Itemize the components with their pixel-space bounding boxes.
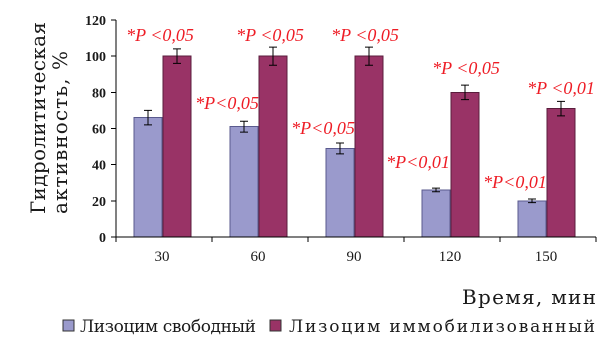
bar-immobilized-120 — [450, 91, 480, 238]
x-axis-ticks: 30 60 90 120 150 — [115, 237, 597, 265]
error-bar-free-90 — [336, 142, 344, 155]
significance-label-immobilized-120: *P <0,05 — [432, 58, 500, 78]
error-bars — [144, 46, 565, 204]
y-tick-label-60: 60 — [92, 123, 106, 138]
legend-swatch-immobilized — [269, 319, 282, 332]
x-tick-label-90: 90 — [347, 249, 362, 265]
error-bar-immobilized-30 — [173, 48, 181, 64]
y-tick-label-20: 20 — [92, 195, 106, 210]
significance-label-immobilized-30: *P <0,05 — [126, 25, 194, 45]
y-tick-label-40: 40 — [92, 159, 106, 174]
significance-label-immobilized-150: *P <0,01 — [527, 78, 595, 98]
significance-label-free-90: *P<0,05 — [291, 118, 355, 138]
x-tick-label-120: 120 — [439, 249, 462, 265]
significance-label-free-150: *P<0,01 — [483, 172, 547, 192]
y-tick-label-0: 0 — [99, 231, 106, 246]
y-tick-label-100: 100 — [85, 50, 106, 65]
y-axis-title-line-1: Гидролитическая — [26, 22, 50, 214]
bar-free-120 — [421, 189, 451, 238]
error-bar-free-120 — [432, 187, 440, 193]
error-bar-free-150 — [528, 198, 536, 204]
x-axis-title: Время, мин — [462, 285, 596, 309]
error-bar-immobilized-60 — [269, 46, 277, 66]
x-tick-label-60: 60 — [251, 249, 266, 265]
bar-immobilized-30 — [162, 55, 192, 238]
y-axis-ticks: 0 20 40 60 80 100 120 — [85, 14, 116, 246]
bar-immobilized-90 — [354, 55, 384, 238]
error-bar-immobilized-90 — [365, 46, 373, 66]
bar-free-90 — [325, 147, 355, 238]
bar-free-150 — [517, 200, 547, 238]
legend-swatch-free — [62, 319, 75, 332]
legend-label-immobilized: Лизоцим иммобилизованный — [289, 317, 595, 337]
legend: Лизоцим свободный Лизоцим иммобилизованн… — [62, 317, 595, 337]
error-bar-free-60 — [240, 120, 248, 133]
y-tick-label-120: 120 — [85, 14, 106, 29]
error-bar-immobilized-120 — [461, 84, 469, 101]
significance-label-immobilized-60: *P <0,05 — [236, 25, 304, 45]
bar-immobilized-150 — [546, 108, 576, 238]
significance-label-free-60: *P<0,05 — [195, 93, 259, 113]
error-bar-immobilized-150 — [557, 100, 565, 117]
bar-free-60 — [229, 126, 259, 238]
y-axis-title-line-2: активность, % — [48, 51, 72, 214]
legend-label-free: Лизоцим свободный — [80, 317, 256, 337]
bar-free-30 — [133, 117, 163, 238]
significance-label-free-120: *P<0,01 — [386, 152, 450, 172]
x-tick-label-30: 30 — [155, 249, 170, 265]
x-tick-label-150: 150 — [535, 249, 558, 265]
significance-label-immobilized-90: *P <0,05 — [331, 25, 399, 45]
significance-labels: *P<0,05 *P<0,05 *P<0,01 *P<0,01 *P <0,05 *P <… — [126, 25, 595, 192]
y-tick-label-80: 80 — [92, 86, 106, 101]
bar-immobilized-60 — [258, 55, 288, 238]
error-bar-free-30 — [144, 109, 152, 126]
bars — [133, 55, 576, 238]
